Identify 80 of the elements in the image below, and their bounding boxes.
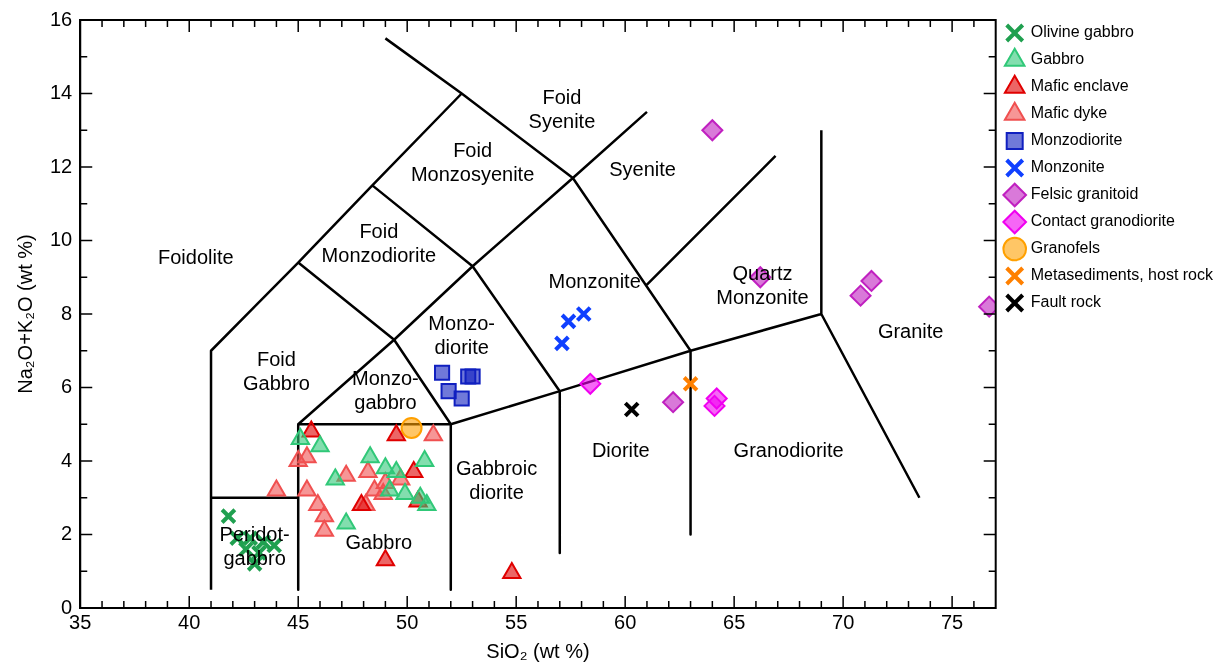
- legend-label: Mafic dyke: [1030, 104, 1108, 122]
- point: [417, 494, 437, 512]
- annotation: Monzonite: [548, 270, 641, 293]
- y-tick-label: 4: [61, 448, 73, 471]
- y-tick-label: 2: [61, 522, 73, 545]
- point: [579, 372, 602, 395]
- annotation: Foid Monzosyenite: [410, 138, 535, 185]
- point: [464, 368, 481, 385]
- annotation: Syenite: [609, 158, 676, 181]
- legend-label: Fault rock: [1030, 293, 1102, 311]
- x-tick-label: 70: [832, 610, 855, 633]
- x-tick-label: 60: [614, 610, 637, 633]
- annotation: Foidolite: [157, 246, 234, 269]
- point: [682, 375, 699, 393]
- y-axis-title: Na₂O+K₂O (wt %): [13, 234, 36, 394]
- y-tick-label: 10: [50, 228, 73, 251]
- y-tick-label: 14: [50, 81, 73, 104]
- annotation: Granodiorite: [733, 439, 844, 462]
- legend-label: Monzodiorite: [1030, 131, 1123, 149]
- point: [395, 483, 415, 501]
- point: [380, 479, 400, 497]
- x-tick-label: 75: [940, 610, 964, 633]
- point: [386, 424, 406, 442]
- x-tick-label: 40: [178, 610, 201, 633]
- annotation: Monzo- gabbro: [352, 366, 419, 413]
- point: [662, 391, 685, 414]
- annotation: Foid Gabbro: [243, 348, 310, 395]
- annotation: Granite: [877, 319, 944, 342]
- point: [423, 424, 444, 442]
- y-tick-label: 8: [61, 301, 73, 324]
- point: [310, 435, 330, 453]
- point: [351, 494, 372, 512]
- point: [860, 269, 883, 292]
- x-tick-label: 50: [396, 610, 419, 633]
- annotation: Foid Monzodiorite: [321, 219, 437, 266]
- legend-label: Metasediments, host rock: [1030, 266, 1214, 284]
- point: [553, 335, 571, 352]
- point: [386, 461, 406, 479]
- point: [623, 401, 641, 418]
- point: [290, 427, 311, 445]
- point: [314, 505, 335, 523]
- x-tick-label: 55: [505, 610, 528, 633]
- point: [701, 119, 724, 142]
- legend-label: Gabbro: [1030, 50, 1085, 68]
- point: [434, 364, 451, 381]
- annotation: Monzo- diorite: [428, 311, 496, 358]
- y-tick-label: 12: [50, 154, 73, 177]
- point: [502, 562, 522, 580]
- x-tick-label: 65: [723, 610, 746, 633]
- point: [560, 312, 577, 330]
- legend-label: Monzonite: [1030, 158, 1105, 176]
- y-tick-label: 6: [61, 375, 73, 398]
- point: [849, 284, 872, 307]
- point: [414, 450, 435, 467]
- legend-label: Olivine gabbro: [1030, 23, 1134, 41]
- point: [703, 394, 726, 417]
- y-tick-label: 16: [50, 7, 73, 30]
- point: [358, 461, 378, 479]
- legend-label: Mafic enclave: [1030, 77, 1129, 95]
- point: [453, 390, 470, 407]
- point: [297, 446, 317, 464]
- point: [266, 479, 287, 497]
- legend-label: Granofels: [1030, 239, 1101, 257]
- point: [375, 549, 396, 567]
- annotation: Gabbroic diorite: [455, 456, 538, 503]
- legend-label: Felsic granitoid: [1030, 185, 1139, 203]
- point: [336, 512, 356, 530]
- x-axis-title: SiO₂ (wt %): [486, 639, 590, 662]
- point: [404, 461, 424, 479]
- annotation: Diorite: [591, 439, 650, 462]
- annotation: Gabbro: [345, 531, 413, 554]
- point: [575, 305, 593, 323]
- point: [400, 416, 423, 439]
- point: [360, 446, 380, 464]
- point: [325, 468, 345, 486]
- annotation: Foid Syenite: [528, 85, 596, 132]
- x-tick-label: 45: [287, 610, 310, 633]
- point: [297, 479, 317, 497]
- point: [314, 519, 335, 537]
- legend-label: Contact granodiorite: [1030, 212, 1175, 230]
